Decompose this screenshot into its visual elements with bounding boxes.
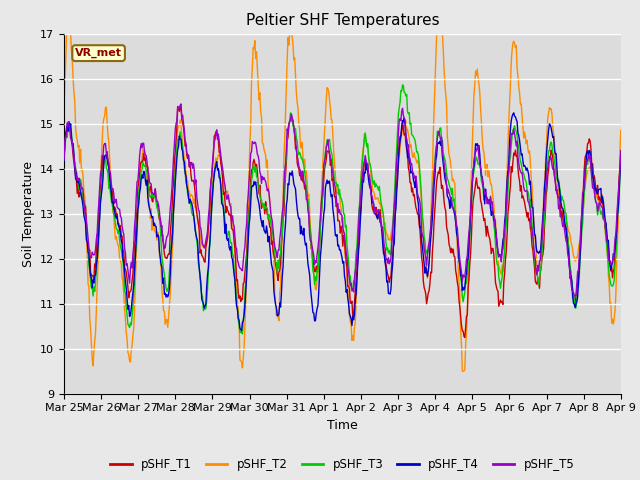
Legend: pSHF_T1, pSHF_T2, pSHF_T3, pSHF_T4, pSHF_T5: pSHF_T1, pSHF_T2, pSHF_T3, pSHF_T4, pSHF…	[106, 454, 579, 476]
X-axis label: Time: Time	[327, 419, 358, 432]
Y-axis label: Soil Temperature: Soil Temperature	[22, 161, 35, 266]
Title: Peltier SHF Temperatures: Peltier SHF Temperatures	[246, 13, 439, 28]
Text: VR_met: VR_met	[75, 48, 122, 58]
